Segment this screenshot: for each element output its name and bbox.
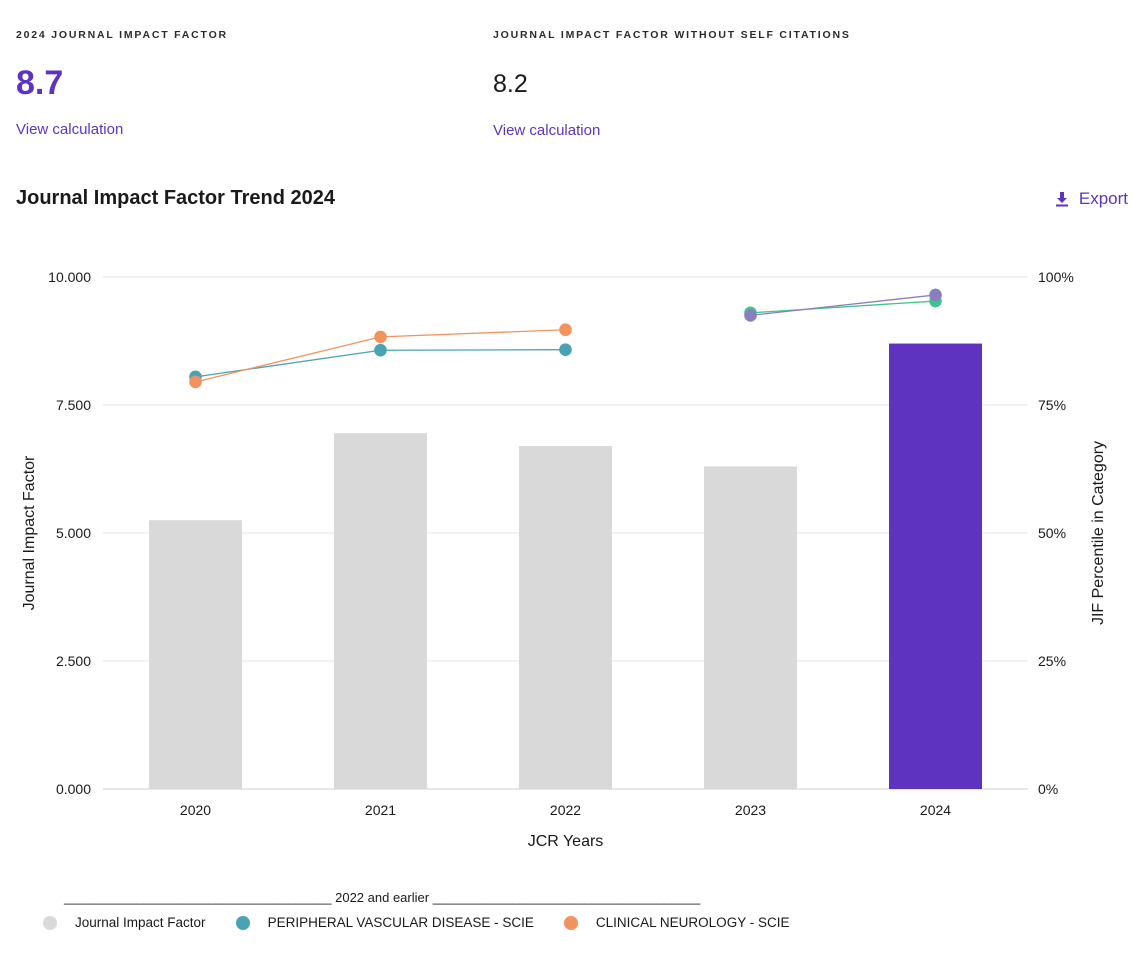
chart-legend: Journal Impact Factor PERIPHERAL VASCULA… <box>43 915 819 930</box>
legend-dot-icon <box>235 915 250 930</box>
chart-section-title: Journal Impact Factor Trend 2024 <box>16 187 335 209</box>
x-tick-label: 2023 <box>735 802 766 818</box>
legend-dot-icon <box>43 915 57 930</box>
legend-label: Journal Impact Factor <box>75 915 206 930</box>
percentile-point-2021 <box>374 343 387 357</box>
percentile-point-2020 <box>189 375 202 389</box>
y2-tick-label: 0% <box>1038 781 1058 797</box>
jif-without-self-value: 8.2 <box>493 70 528 98</box>
y2-axis-title: JIF Percentile in Category <box>1090 441 1107 625</box>
bar-2020 <box>149 520 242 789</box>
percentile-point-2022 <box>559 323 572 337</box>
y2-tick-label: 25% <box>1038 653 1066 669</box>
y-tick-label: 2.500 <box>56 653 91 669</box>
bar-layer <box>149 343 982 789</box>
jif-trend-chart: 0.000 2.500 5.000 7.500 10.000 0% 25% 50% 75% 100… <box>21 269 1107 850</box>
x-axis-title: JCR Years <box>528 833 604 850</box>
legend-item-clinical-neurology[interactable]: CLINICAL NEUROLOGY - SCIE <box>563 915 790 930</box>
jif-value: 8.7 <box>16 64 64 102</box>
jif-without-self-citations-metric: JOURNAL IMPACT FACTOR WITHOUT SELF CITAT… <box>493 29 851 139</box>
jif-without-self-view-calculation-link[interactable]: View calculation <box>493 122 601 139</box>
x-tick-label: 2022 <box>550 802 581 818</box>
y2-tick-label: 50% <box>1038 525 1066 541</box>
percentile-point-2024 <box>929 288 942 302</box>
jif-without-self-label: JOURNAL IMPACT FACTOR WITHOUT SELF CITAT… <box>493 29 851 41</box>
legend-caption: _____________________________________ 20… <box>64 890 701 905</box>
axis-layer: 0.000 2.500 5.000 7.500 10.000 0% 25% 50% 75% 100… <box>21 269 1107 850</box>
percentile-point-2022 <box>559 343 572 357</box>
y-axis-title: Journal Impact Factor <box>21 455 38 610</box>
jif-view-calculation-link[interactable]: View calculation <box>16 121 124 138</box>
bar-2021 <box>334 433 427 789</box>
line-layer <box>189 288 942 389</box>
export-label: Export <box>1078 189 1128 208</box>
bar-2023 <box>704 466 797 789</box>
jif-label: 2024 JOURNAL IMPACT FACTOR <box>16 29 228 41</box>
percentile-point-2023 <box>744 309 757 322</box>
download-icon <box>1055 192 1068 207</box>
y-tick-label: 7.500 <box>56 397 91 413</box>
percentile-line-3 <box>750 294 936 317</box>
y-tick-label: 10.000 <box>48 269 91 285</box>
bar-2024 <box>889 343 982 789</box>
legend-dot-icon <box>563 915 578 930</box>
x-tick-label: 2020 <box>180 802 211 818</box>
y-tick-label: 0.000 <box>56 781 91 797</box>
percentile-point-2021 <box>374 330 387 344</box>
export-button[interactable]: Export <box>1055 189 1128 209</box>
y2-tick-label: 75% <box>1038 397 1066 413</box>
legend-item-jif[interactable]: Journal Impact Factor <box>43 915 206 930</box>
y-tick-label: 5.000 <box>56 525 91 541</box>
legend-label: CLINICAL NEUROLOGY - SCIE <box>595 915 790 930</box>
legend-item-peripheral-vascular-disease[interactable]: PERIPHERAL VASCULAR DISEASE - SCIE <box>235 915 534 930</box>
y2-tick-label: 100% <box>1038 269 1074 285</box>
x-tick-label: 2021 <box>365 802 396 818</box>
percentile-line-2 <box>750 300 936 314</box>
bar-2022 <box>519 445 612 789</box>
x-tick-label: 2024 <box>920 802 951 818</box>
jif-metric: 2024 JOURNAL IMPACT FACTOR 8.7 View calc… <box>16 29 228 138</box>
legend-label: PERIPHERAL VASCULAR DISEASE - SCIE <box>267 915 534 930</box>
